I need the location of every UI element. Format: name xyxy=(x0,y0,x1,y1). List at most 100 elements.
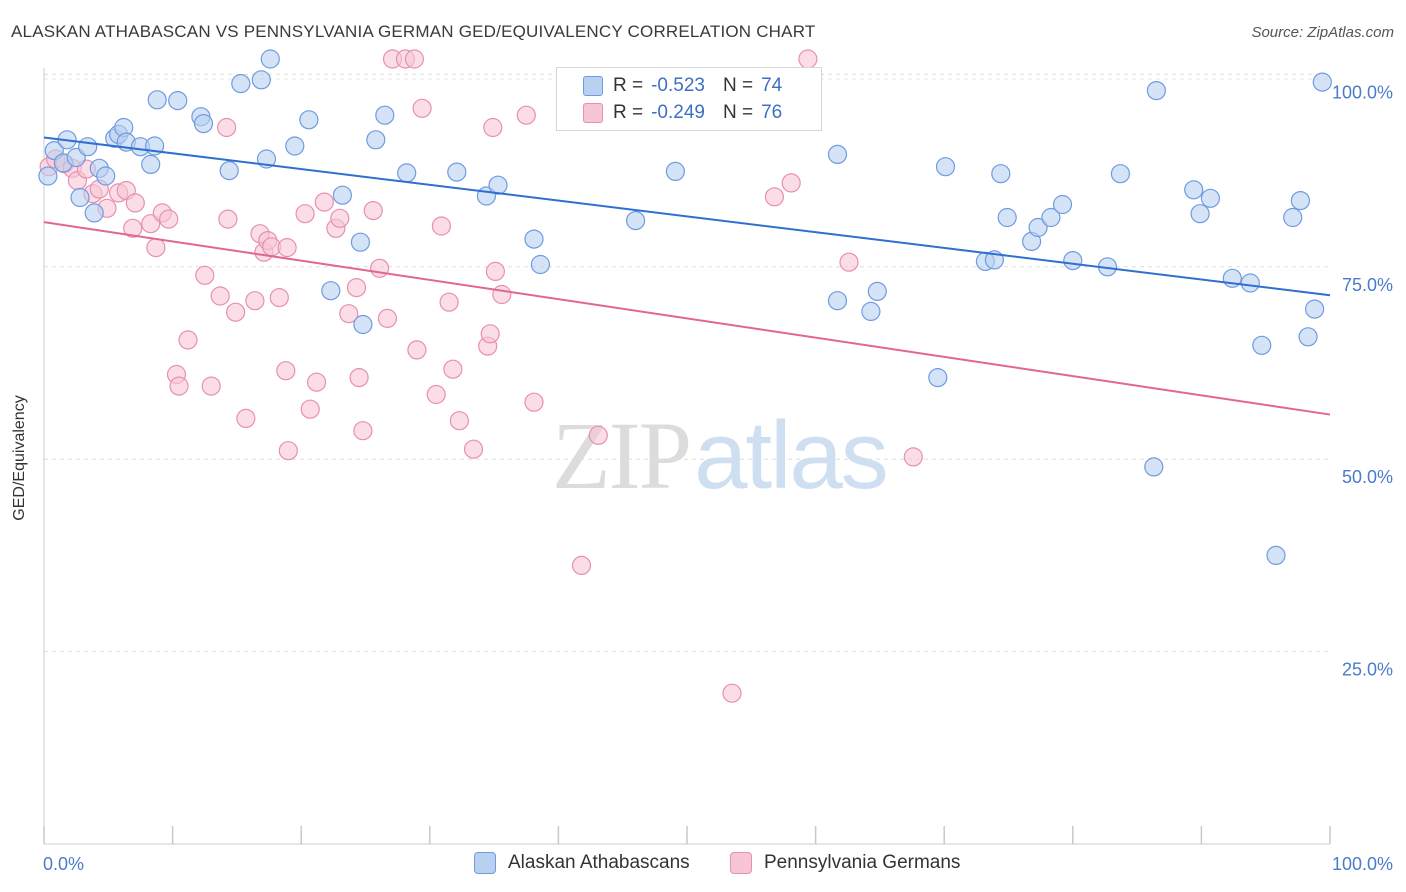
pennsylvania-point xyxy=(370,258,390,278)
pennsylvania-point xyxy=(485,261,505,281)
athabascan-point xyxy=(935,157,956,177)
athabascan-point xyxy=(96,166,116,186)
pennsylvania-point xyxy=(449,411,469,431)
pennsylvania-point xyxy=(722,683,742,703)
pennsylvania-point xyxy=(516,105,536,125)
pennsylvania-point xyxy=(123,218,143,238)
pennsylvania-point xyxy=(353,421,373,441)
athabascan-trend-line xyxy=(43,136,1331,297)
athabascan-point xyxy=(1290,191,1311,211)
pennsylvania-point xyxy=(276,361,296,381)
pennsylvania-point xyxy=(349,368,369,388)
y-tick-label: 50.0% xyxy=(1342,467,1393,487)
pennsylvania-point xyxy=(764,187,785,207)
legend-label: Alaskan Athabascans xyxy=(508,852,690,873)
athabascan-point xyxy=(70,187,90,208)
pennsylvania-point xyxy=(269,288,289,308)
legend-label: Pennsylvania Germans xyxy=(764,852,961,873)
athabascan-point xyxy=(1240,273,1260,293)
athabascan-point xyxy=(1312,72,1332,92)
y-tick-label: 100.0% xyxy=(1332,82,1393,102)
correlation-legend: R = -0.523 N = 74 R = -0.249 N = 76 xyxy=(556,67,822,131)
pennsylvania-point xyxy=(404,49,424,69)
r-value: -0.249 xyxy=(651,102,705,123)
pennsylvania-point xyxy=(443,359,463,379)
legend-row-pennsylvania: R = -0.249 N = 76 xyxy=(583,100,782,126)
athabascan-point xyxy=(1063,251,1083,271)
athabascan-point xyxy=(1184,180,1204,200)
chart-title: ALASKAN ATHABASCAN VS PENNSYLVANIA GERMA… xyxy=(11,22,816,41)
athabascan-point xyxy=(1190,204,1210,224)
pennsylvania-point xyxy=(178,330,198,350)
pink-swatch-icon xyxy=(583,103,603,123)
pennsylvania-point xyxy=(236,408,256,428)
athabascan-point xyxy=(84,203,104,223)
trend-lines xyxy=(43,136,1331,416)
pennsylvania-point xyxy=(412,98,432,118)
pennsylvania-point xyxy=(483,117,503,138)
pennsylvania-point xyxy=(339,304,359,324)
pennsylvania-point xyxy=(217,117,237,138)
r-label: R = xyxy=(613,75,644,96)
n-label: N = xyxy=(722,75,754,96)
pennsylvania-point xyxy=(798,49,818,69)
athabascan-point xyxy=(827,291,848,311)
pennsylvania-point xyxy=(146,238,166,258)
pennsylvania-point xyxy=(839,252,859,272)
athabascan-point xyxy=(1283,207,1303,228)
pennsylvania-trend-line xyxy=(43,221,1331,416)
pennsylvania-point xyxy=(492,284,512,305)
pennsylvania-point xyxy=(295,204,315,224)
athabascan-point xyxy=(260,49,280,69)
source-credit[interactable]: Source: ZipAtlas.com xyxy=(1251,24,1394,41)
pennsylvania-point xyxy=(226,302,246,322)
athabascan-point xyxy=(231,73,251,94)
athabascan-point xyxy=(827,144,848,164)
pennsylvania-point xyxy=(195,265,215,285)
y-tick-label: 75.0% xyxy=(1342,275,1393,295)
athabascan-point xyxy=(1304,299,1325,319)
pennsylvania-germans-points xyxy=(39,49,923,703)
pennsylvania-point xyxy=(377,308,397,328)
tick-labels: 25.0% 50.0% 75.0% 100.0% 0.0% 100.0% xyxy=(43,82,1393,874)
watermark-atlas: atlas xyxy=(694,402,889,509)
athabascan-point xyxy=(219,161,239,181)
athabascan-point xyxy=(1252,335,1272,355)
pennsylvania-point xyxy=(169,376,189,396)
watermark-zip: ZIP xyxy=(552,402,692,509)
r-label: R = xyxy=(613,102,644,123)
athabascan-point xyxy=(1146,80,1167,101)
legend-row-athabascans: R = -0.523 N = 74 xyxy=(583,73,782,99)
pink-swatch-icon xyxy=(730,852,752,874)
athabascan-point xyxy=(141,154,161,174)
athabascan-point xyxy=(147,90,167,110)
pennsylvania-point xyxy=(426,384,446,405)
athabascan-point xyxy=(168,90,188,111)
athabascan-point xyxy=(299,110,319,130)
series-legend: Alaskan Athabascans Pennsylvania Germans xyxy=(0,852,1406,876)
pennsylvania-point xyxy=(346,278,367,298)
athabascan-point xyxy=(375,105,395,125)
pennsylvania-point xyxy=(407,340,427,360)
legend-item-athabascans[interactable]: Alaskan Athabascans xyxy=(474,852,690,874)
x-tick-label: 100.0% xyxy=(1332,854,1393,874)
pennsylvania-point xyxy=(218,209,238,229)
pennsylvania-point xyxy=(300,399,320,419)
pennsylvania-point xyxy=(330,208,350,228)
pennsylvania-point xyxy=(431,216,451,236)
pennsylvania-point xyxy=(524,392,544,412)
zipatlas-watermark: ZIPatlas xyxy=(552,400,889,511)
n-value: 76 xyxy=(761,102,783,123)
athabascan-point xyxy=(332,185,352,205)
athabascan-point xyxy=(861,301,881,321)
alaskan-athabascans-points xyxy=(38,49,1332,566)
athabascan-point xyxy=(524,229,544,249)
legend-item-pennsylvania[interactable]: Pennsylvania Germans xyxy=(730,852,960,874)
athabascan-point xyxy=(1052,194,1073,215)
pennsylvania-point xyxy=(277,238,297,258)
pennsylvania-point xyxy=(571,555,592,576)
athabascan-point xyxy=(1041,207,1061,228)
athabascan-point xyxy=(38,166,58,186)
axes xyxy=(43,68,1331,845)
